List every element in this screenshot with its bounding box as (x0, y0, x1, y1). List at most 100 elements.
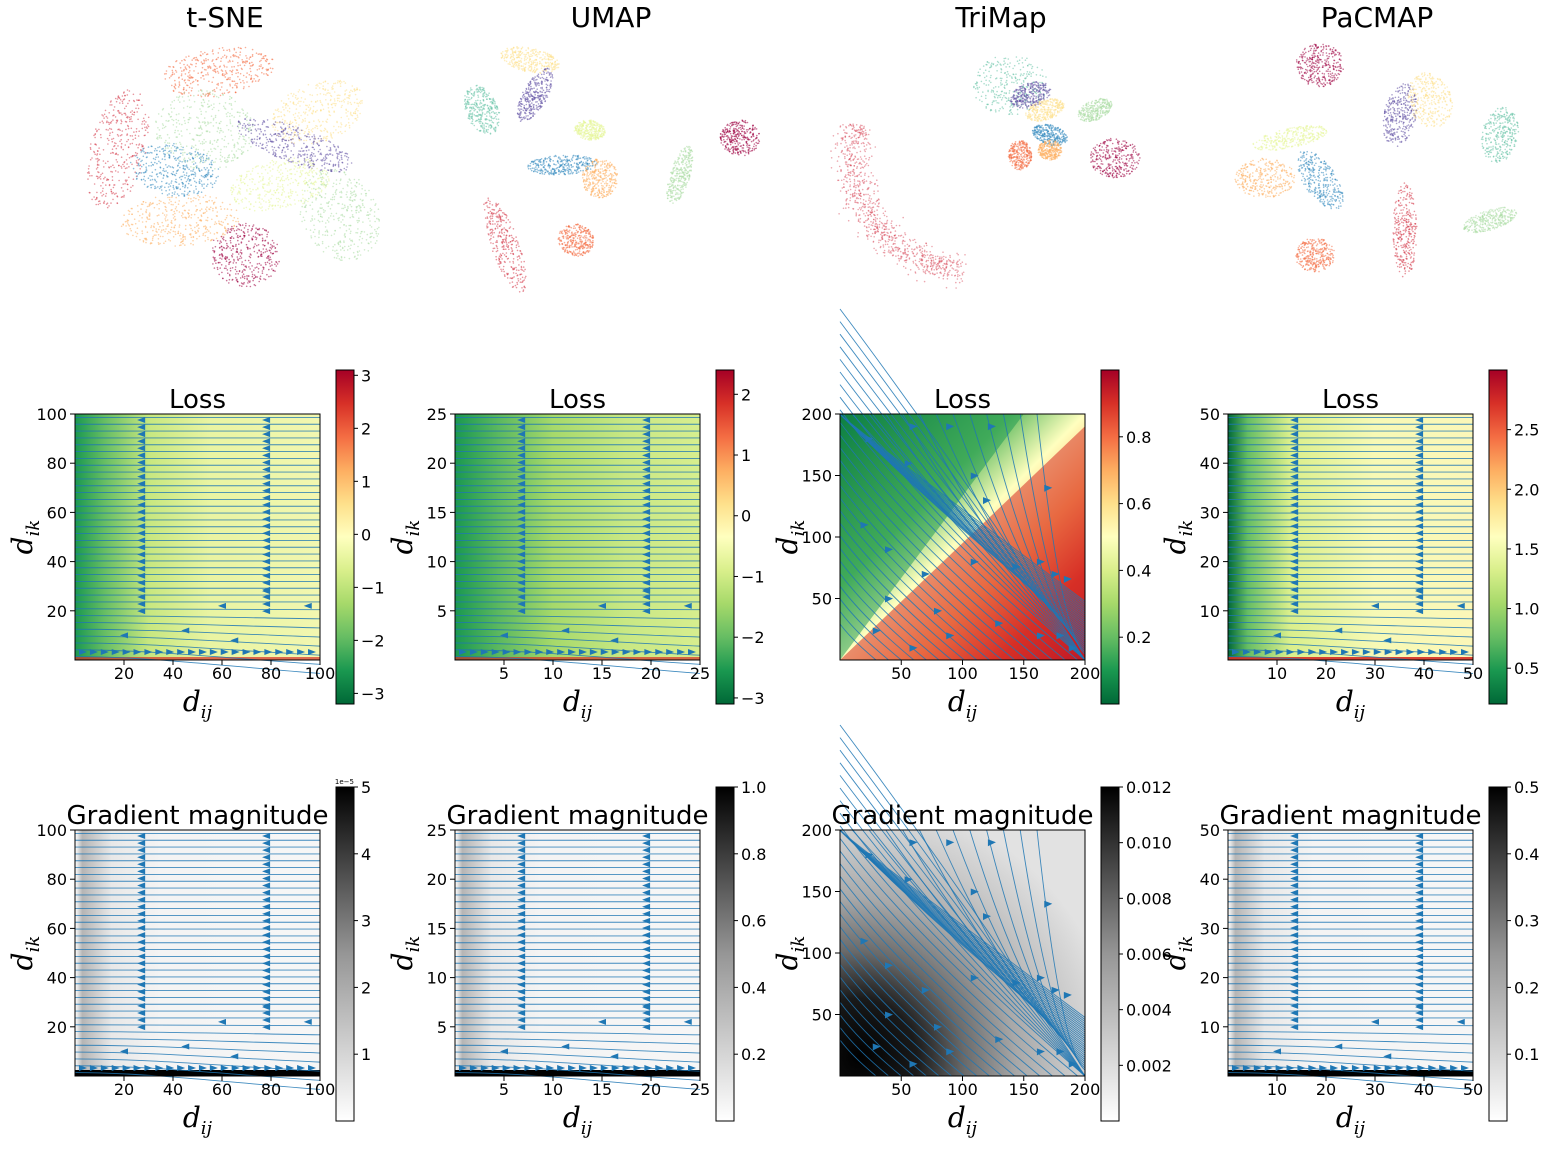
y-axis-label-sub: ik (23, 936, 44, 953)
embed-title-pacmap: PaCMAP (1321, 1, 1434, 34)
x-tick-label: 20 (641, 1080, 661, 1099)
x-axis-label-sub: ij (966, 702, 978, 723)
y-tick-label: 100 (801, 528, 832, 547)
colorbar-tick-label: −2 (741, 628, 765, 647)
colorbar: 5 4 3 2 1 1e−5 (335, 778, 371, 1122)
heatmap-fill (455, 830, 700, 1076)
colorbar-tick-label: 0.004 (1126, 1001, 1172, 1020)
colorbar-tick-label: 1.0 (741, 778, 766, 797)
y-tick-label: 20 (47, 602, 67, 621)
colorbar-tick-label: 0.008 (1126, 889, 1172, 908)
panel-title: Gradient magnitude (1219, 801, 1481, 831)
trimap-cluster-5 (1007, 140, 1033, 171)
y-tick-label: 15 (427, 919, 447, 938)
y-tick-label: 50 (812, 1006, 832, 1025)
axes-frame (454, 829, 701, 1077)
x-tick-label: 100 (305, 1080, 336, 1099)
streamlines (454, 416, 701, 674)
tsne-embedding-scatter (86, 46, 381, 288)
stream-arrows (1232, 417, 1469, 655)
x-tick-label: 20 (1316, 1080, 1336, 1099)
colorbar-tick-label: −2 (361, 631, 385, 650)
pacmap-cluster-8 (1463, 206, 1518, 234)
heatmap-fill (75, 830, 320, 1076)
heatmap-fill (75, 414, 320, 660)
colorbar-tick-label: 0.2 (741, 1045, 766, 1064)
umap-cluster-8 (483, 197, 527, 293)
tsne-cluster-4 (236, 118, 353, 173)
x-tick-label: 80 (261, 664, 281, 683)
x-tick-label: 200 (1070, 1080, 1101, 1099)
y-axis-label: dik (771, 520, 809, 555)
pacmap-cluster-9 (1295, 238, 1335, 273)
y-tick-label: 20 (427, 870, 447, 889)
pacmap-cluster-5 (1234, 157, 1296, 198)
colorbar-tick-label: 1.5 (1514, 540, 1539, 559)
y-tick-label: 30 (1200, 919, 1220, 938)
y-tick-label: 100 (801, 944, 832, 963)
pacmap-cluster-0 (1295, 43, 1344, 88)
x-tick-label: 10 (543, 664, 563, 683)
x-tick-label: 15 (592, 664, 612, 683)
colorbar-tick-label: 0.4 (741, 978, 766, 997)
umap-cluster-2 (463, 84, 501, 135)
colorbar-tick-label: 0.5 (1514, 659, 1539, 678)
colorbar-tick-label: 4 (361, 845, 371, 864)
y-tick-label: 50 (812, 590, 832, 609)
pacmap-cluster-3 (1480, 106, 1520, 163)
panel-title: Gradient magnitude (831, 801, 1093, 831)
x-tick-label: 30 (1365, 664, 1385, 683)
trimap-cluster-2 (1025, 98, 1065, 122)
panel-title: Loss (934, 385, 991, 415)
colorbar-tick-label: 0.006 (1126, 945, 1172, 964)
colorbar-tick-label: −3 (741, 689, 765, 708)
y-axis-label: dik (386, 936, 424, 971)
y-tick-label: 25 (427, 821, 447, 840)
trimap-cluster-3 (1077, 97, 1113, 122)
panel-title: Gradient magnitude (446, 801, 708, 831)
trimap-embedding-scatter (830, 56, 1141, 289)
colorbar-tick-label: 0.2 (1126, 628, 1151, 647)
x-axis-label-sub: ij (581, 1118, 593, 1139)
axes-frame (454, 413, 701, 661)
trimap-arc-cluster (830, 123, 967, 289)
x-tick-label: 15 (592, 1080, 612, 1099)
tsne-cluster-2 (155, 89, 254, 170)
embed-title-trimap: TriMap (954, 1, 1046, 34)
x-tick-label: 10 (1267, 1080, 1287, 1099)
streamlines (74, 832, 321, 1090)
trimap-cluster-7 (1090, 137, 1141, 179)
heatmap-bottom-band (455, 1070, 700, 1076)
colorbar-tick-label: 0.012 (1126, 778, 1172, 797)
y-tick-label: 80 (47, 870, 67, 889)
x-tick-label: 150 (1008, 664, 1039, 683)
y-axis-label-sub: ik (403, 520, 424, 537)
x-axis-label: dij (563, 1101, 593, 1139)
colorbar-tick-label: 2.0 (1514, 480, 1539, 499)
y-tick-label: 60 (47, 919, 67, 938)
y-tick-label: 40 (1200, 870, 1220, 889)
y-tick-label: 20 (427, 454, 447, 473)
streamlines (454, 832, 701, 1090)
colorbar-tick-label: 1 (741, 446, 751, 465)
x-tick-label: 50 (1463, 664, 1483, 683)
heatmap-fill (1228, 830, 1473, 1076)
colorbar: 0.8 0.6 0.4 0.2 (1100, 369, 1151, 705)
colorbar-offset-label: 1e−5 (335, 778, 354, 786)
stream-arrows (79, 417, 316, 655)
colorbar: 2.5 2.0 1.5 1.0 0.5 (1488, 369, 1539, 705)
streamlines (1227, 416, 1474, 674)
colorbar: 2 1 0 −1 −2 −3 (715, 369, 765, 708)
colorbar-tick-label: −1 (741, 567, 765, 586)
heatmap-bottom-band (75, 1070, 320, 1076)
umap-cluster-6 (719, 119, 761, 157)
colorbar-tick-label: −1 (361, 578, 385, 597)
y-tick-label: 10 (427, 969, 447, 988)
x-tick-label: 100 (947, 664, 978, 683)
umap-cluster-0 (500, 46, 560, 74)
y-tick-label: 30 (1200, 503, 1220, 522)
y-axis-label-sub: ik (23, 520, 44, 537)
umap-cluster-4 (527, 154, 598, 176)
tsne-cluster-1 (163, 46, 274, 98)
colorbar-gradient (1488, 369, 1508, 705)
